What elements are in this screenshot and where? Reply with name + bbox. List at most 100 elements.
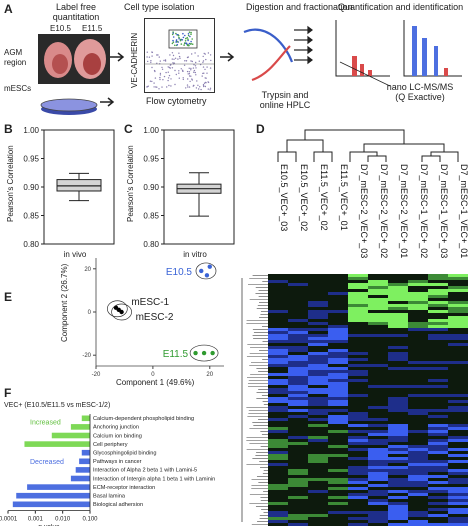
heatmap-cell bbox=[328, 343, 348, 346]
flow-dot bbox=[204, 77, 206, 79]
heatmap-cell bbox=[328, 361, 348, 364]
heatmap-cell bbox=[408, 385, 428, 388]
heatmap-cell bbox=[348, 292, 368, 295]
heatmap-cell bbox=[388, 415, 408, 418]
heatmap-cell bbox=[388, 316, 408, 319]
heatmap-cell bbox=[268, 418, 288, 421]
flow-dot bbox=[178, 70, 180, 72]
heatmap-cell bbox=[308, 418, 328, 421]
heatmap-cell bbox=[348, 301, 368, 304]
flow-dot bbox=[147, 85, 149, 87]
heatmap-cell bbox=[448, 490, 468, 493]
heatmap-cell bbox=[388, 343, 408, 346]
heatmap-cell bbox=[308, 307, 328, 310]
heatmap-cell bbox=[428, 322, 448, 325]
heatmap-cell bbox=[388, 292, 408, 295]
heatmap-cell bbox=[308, 352, 328, 355]
flow-dot bbox=[187, 56, 189, 58]
heatmap-cell bbox=[268, 322, 288, 325]
heatmap-cell bbox=[308, 388, 328, 391]
heatmap-cell bbox=[448, 508, 468, 511]
heatmap-cell bbox=[448, 424, 468, 427]
heatmap-cell bbox=[308, 502, 328, 505]
heatmap-cell bbox=[368, 280, 388, 283]
heatmap-cell bbox=[408, 352, 428, 355]
heatmap-cell bbox=[308, 451, 328, 454]
heatmap-cell bbox=[408, 499, 428, 502]
heatmap-cell bbox=[288, 490, 308, 493]
flow-dot bbox=[161, 68, 164, 70]
flow-dot bbox=[151, 51, 154, 54]
heatmap-cell bbox=[348, 298, 368, 301]
heatmap-cell bbox=[408, 310, 428, 313]
flow-dot-gated bbox=[187, 33, 190, 35]
heatmap-cell bbox=[288, 376, 308, 379]
heatmap-cell bbox=[328, 346, 348, 349]
flow-dot-gated bbox=[187, 34, 190, 37]
flow-dot bbox=[204, 68, 206, 71]
flow-dot bbox=[150, 61, 152, 64]
flow-dot bbox=[184, 60, 186, 62]
flow-dot bbox=[168, 66, 170, 69]
sample-label: E10.5_VEC+_02 bbox=[299, 164, 309, 231]
pca-xtick-label: 20 bbox=[206, 372, 213, 376]
heatmap-cell bbox=[268, 502, 288, 505]
heatmap-cell bbox=[428, 331, 448, 334]
heatmap-cell bbox=[348, 514, 368, 517]
heatmap-cell bbox=[268, 514, 288, 517]
heatmap-cell bbox=[408, 286, 428, 289]
heatmap-cell bbox=[448, 325, 468, 328]
heatmap-cell bbox=[408, 364, 428, 367]
flow-dot-gated bbox=[186, 36, 188, 39]
sample-label: E11.5_VEC+_02 bbox=[319, 164, 329, 231]
flow-dot bbox=[193, 64, 195, 66]
heatmap-cell bbox=[368, 289, 388, 292]
heatmap-cell bbox=[328, 340, 348, 343]
heatmap-cell bbox=[408, 343, 428, 346]
heatmap-cell bbox=[388, 463, 408, 466]
flow-dot bbox=[203, 85, 205, 88]
pvalue-bar bbox=[24, 441, 90, 447]
flow-dot bbox=[159, 74, 162, 76]
heatmap-cell bbox=[348, 418, 368, 421]
heatmap-cell bbox=[328, 487, 348, 490]
heatmap-cell bbox=[288, 367, 308, 370]
heatmap-cell bbox=[308, 466, 328, 469]
heatmap-cell bbox=[268, 493, 288, 496]
flow-dot bbox=[181, 69, 184, 71]
heatmap-cell bbox=[368, 394, 388, 397]
heatmap-cell bbox=[368, 463, 388, 466]
heatmap-cell bbox=[388, 289, 408, 292]
heatmap-cell bbox=[308, 301, 328, 304]
heatmap-cell bbox=[348, 511, 368, 514]
heatmap-cell bbox=[408, 361, 428, 364]
term-label: Cell periphery bbox=[93, 442, 128, 448]
panel-c-tick-label: 0.95 bbox=[143, 155, 159, 164]
heatmap-cell bbox=[328, 385, 348, 388]
heatmap-cell bbox=[388, 433, 408, 436]
flow-dot bbox=[187, 86, 189, 88]
heatmap-cell bbox=[388, 514, 408, 517]
heatmap-cell bbox=[348, 391, 368, 394]
heatmap-cell bbox=[368, 400, 388, 403]
heatmap-cell bbox=[448, 511, 468, 514]
heatmap-cell bbox=[448, 469, 468, 472]
term-label: Pathways in cancer bbox=[93, 459, 142, 465]
pvalue-bar bbox=[27, 484, 91, 490]
heatmap-cell bbox=[288, 469, 308, 472]
heatmap-cell bbox=[408, 415, 428, 418]
heatmap-cell bbox=[448, 313, 468, 316]
heatmap-cell bbox=[268, 325, 288, 328]
heatmap-cell bbox=[388, 283, 408, 286]
heatmap-cell bbox=[308, 403, 328, 406]
heatmap-cell bbox=[288, 355, 308, 358]
heatmap-cell bbox=[368, 391, 388, 394]
heatmap-cell bbox=[388, 364, 408, 367]
heatmap-cell bbox=[348, 463, 368, 466]
flow-dot bbox=[161, 86, 163, 88]
panel-f-barchart: Calcium-dependent phospholipid binding An… bbox=[0, 414, 215, 526]
heatmap-cell bbox=[268, 406, 288, 409]
heatmap-cell bbox=[268, 382, 288, 385]
heatmap-cell bbox=[328, 475, 348, 478]
lcms-label: nano LC-MS/MS (Q Exactive) bbox=[386, 82, 454, 102]
